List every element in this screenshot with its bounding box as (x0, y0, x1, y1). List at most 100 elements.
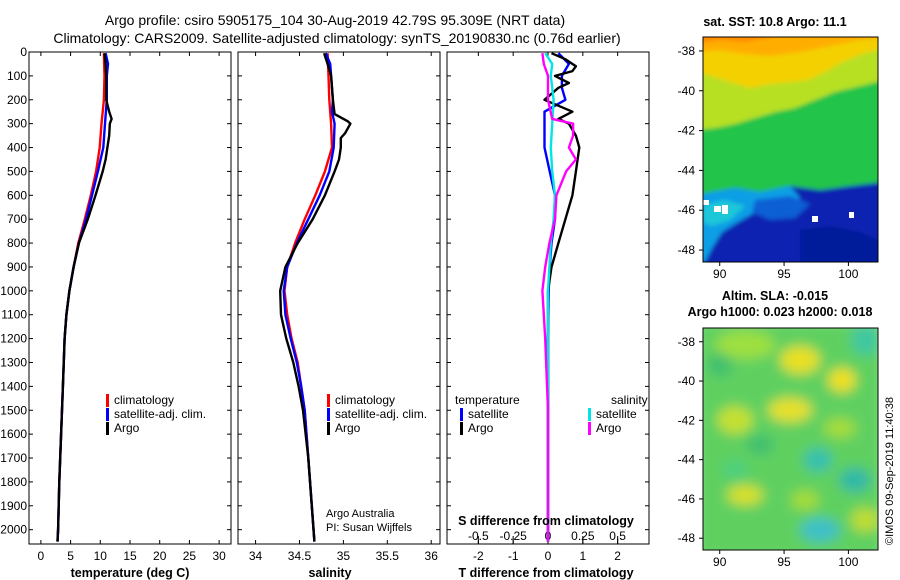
map-y-tick-label: -40 (678, 374, 696, 388)
legend-label-climatology: climatology (335, 393, 395, 407)
map-x-tick-label: 100 (838, 555, 858, 569)
difference-xlabel: T difference from climatology (458, 566, 633, 580)
sla-map: Altim. SLA: -0.015 Argo h1000: 0.023 h20… (688, 289, 879, 551)
depth-tick-label: 700 (7, 212, 27, 226)
depth-tick-label: 400 (7, 141, 27, 155)
depth-tick-label: 600 (7, 188, 27, 202)
sst-map-axes: 90 95 100 -38 -40 -42 -44 -46 -48 (678, 44, 859, 281)
annotation-pi: PI: Susan Wijffels (326, 522, 412, 534)
legend-swatch-argo (327, 422, 330, 435)
title-line-2: Climatology: CARS2009. Satellite-adjuste… (53, 30, 620, 46)
s-tick-label: 0.5 (609, 529, 626, 543)
difference-series-s-satellite (544, 52, 557, 542)
sla-title: Altim. SLA: -0.015 (722, 289, 828, 303)
map-y-tick-label: -42 (678, 413, 696, 427)
x-tick-label: 35 (337, 549, 351, 563)
legend-label-s-satellite: satellite (596, 407, 637, 421)
map-y-tick-label: -46 (678, 492, 696, 506)
depth-tick-label: 2000 (0, 523, 27, 537)
depth-tick-label: 1700 (0, 451, 27, 465)
x-tick-label: 30 (212, 549, 226, 563)
credit-stamp: ©IMOS 09-Sep-2019 11:40:38 (884, 397, 896, 545)
temperature-series-argo (56, 53, 113, 542)
temperature-xlabel: temperature (deg C) (71, 566, 190, 580)
salinity-frame (237, 51, 441, 545)
x-tick-label: 1 (579, 549, 586, 563)
x-tick-label: 15 (123, 549, 137, 563)
legend-title-salinity: salinity (611, 393, 648, 407)
x-tick-label: 35.5 (376, 549, 400, 563)
salinity-xlabel: salinity (308, 566, 351, 580)
x-tick-label: 5 (67, 549, 74, 563)
s-tick-label: -0.5 (468, 529, 489, 543)
depth-tick-label: 1900 (0, 499, 27, 513)
map-y-tick-label: -48 (678, 243, 696, 257)
legend-label-t-argo: Argo (468, 421, 494, 435)
temperature-panel: 0100200300400500600700800900100011001200… (0, 45, 232, 563)
legend-swatch-satellite (327, 408, 330, 421)
map-y-tick-label: -42 (678, 124, 696, 138)
depth-tick-label: 900 (7, 260, 27, 274)
depth-tick-label: 500 (7, 164, 27, 178)
depth-tick-label: 1500 (0, 403, 27, 417)
difference-legend: temperature salinity satellite Argo sate… (455, 393, 648, 435)
x-tick-label: -2 (473, 549, 484, 563)
depth-tick-label: 1800 (0, 475, 27, 489)
legend-swatch-s-satellite (588, 408, 591, 421)
depth-tick-label: 200 (7, 93, 27, 107)
x-tick-label: 10 (94, 549, 108, 563)
depth-tick-label: 1000 (0, 284, 27, 298)
legend-label-satellite: satellite-adj. clim. (114, 407, 206, 421)
map-y-tick-label: -38 (678, 335, 696, 349)
map-x-tick-label: 90 (713, 555, 727, 569)
x-tick-label: 2 (614, 549, 621, 563)
map-y-tick-label: -38 (678, 44, 696, 58)
salinity-panel: 34 34.5 35 35.5 36 (237, 51, 441, 563)
legend-label-satellite: satellite-adj. clim. (335, 407, 427, 421)
legend-swatch-s-argo (588, 422, 591, 435)
s-tick-label: -0.25 (499, 529, 527, 543)
depth-tick-label: 300 (7, 117, 27, 131)
salinity-legend: climatology satellite-adj. clim. Argo Ar… (326, 393, 427, 534)
map-x-tick-label: 100 (838, 267, 858, 281)
map-y-tick-label: -40 (678, 84, 696, 98)
s-tick-label: 0.25 (571, 529, 595, 543)
x-tick-label: 0 (545, 549, 552, 563)
depth-tick-label: 1400 (0, 379, 27, 393)
legend-swatch-climatology (327, 394, 330, 407)
annotation-argo-australia: Argo Australia (326, 508, 395, 520)
map-y-tick-label: -46 (678, 203, 696, 217)
legend-label-argo: Argo (114, 421, 140, 435)
difference-panel: -2 -1 0 1 2-0.5 -0.25 0 0.25 0.5 (446, 51, 650, 563)
map-y-tick-label: -48 (678, 531, 696, 545)
map-y-tick-label: -44 (678, 163, 696, 177)
temperature-legend: climatology satellite-adj. clim. Argo (106, 393, 206, 435)
depth-tick-label: 1600 (0, 427, 27, 441)
legend-swatch-t-argo (460, 422, 463, 435)
difference-series-s-argo (541, 53, 578, 542)
legend-label-s-argo: Argo (596, 421, 622, 435)
sla-subtitle: Argo h1000: 0.023 h2000: 0.018 (688, 305, 873, 319)
legend-swatch-t-satellite (460, 408, 463, 421)
depth-tick-label: 1200 (0, 332, 27, 346)
sla-map-axes: 90 95 100 -38 -40 -42 -44 -46 -48 (678, 335, 859, 569)
depth-tick-label: 800 (7, 236, 27, 250)
map-x-tick-label: 90 (713, 267, 727, 281)
legend-label-climatology: climatology (114, 393, 174, 407)
x-tick-label: 36 (425, 549, 439, 563)
title-line-1: Argo profile: csiro 5905175_104 30-Aug-2… (105, 12, 565, 28)
x-tick-label: 0 (38, 549, 45, 563)
x-tick-label: 25 (183, 549, 197, 563)
x-tick-label: 20 (153, 549, 167, 563)
sst-map: sat. SST: 10.8 Argo: 11.1 (702, 15, 879, 263)
temperature-series-climatology (56, 53, 106, 542)
depth-tick-label: 1100 (1, 308, 27, 322)
legend-swatch-argo (106, 422, 109, 435)
depth-tick-label: 1300 (0, 355, 27, 369)
map-x-tick-label: 95 (777, 267, 791, 281)
salinity-series-argo (279, 52, 352, 542)
legend-label-argo: Argo (335, 421, 361, 435)
legend-swatch-climatology (106, 394, 109, 407)
map-x-tick-label: 95 (777, 555, 791, 569)
